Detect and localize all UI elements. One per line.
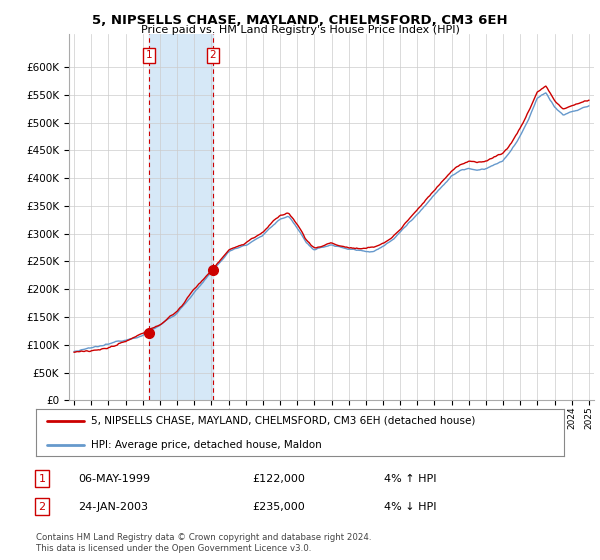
Bar — [149, 34, 212, 400]
Text: 06-MAY-1999: 06-MAY-1999 — [78, 474, 150, 484]
Text: 24-JAN-2003: 24-JAN-2003 — [78, 502, 148, 512]
Text: 5, NIPSELLS CHASE, MAYLAND, CHELMSFORD, CM3 6EH (detached house): 5, NIPSELLS CHASE, MAYLAND, CHELMSFORD, … — [91, 416, 476, 426]
Text: 4% ↑ HPI: 4% ↑ HPI — [384, 474, 437, 484]
Text: 4% ↓ HPI: 4% ↓ HPI — [384, 502, 437, 512]
Text: Price paid vs. HM Land Registry's House Price Index (HPI): Price paid vs. HM Land Registry's House … — [140, 25, 460, 35]
Text: 1: 1 — [145, 50, 152, 60]
Text: £122,000: £122,000 — [252, 474, 305, 484]
Text: HPI: Average price, detached house, Maldon: HPI: Average price, detached house, Mald… — [91, 440, 322, 450]
Text: Contains HM Land Registry data © Crown copyright and database right 2024.
This d: Contains HM Land Registry data © Crown c… — [36, 533, 371, 553]
Text: £235,000: £235,000 — [252, 502, 305, 512]
Text: 2: 2 — [38, 502, 46, 512]
Text: 1: 1 — [38, 474, 46, 484]
Text: 2: 2 — [209, 50, 216, 60]
Text: 5, NIPSELLS CHASE, MAYLAND, CHELMSFORD, CM3 6EH: 5, NIPSELLS CHASE, MAYLAND, CHELMSFORD, … — [92, 14, 508, 27]
